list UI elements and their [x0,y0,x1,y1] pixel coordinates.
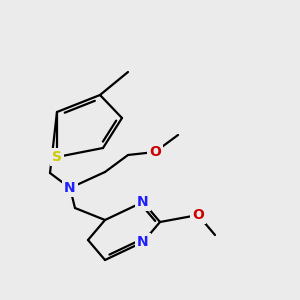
Text: N: N [64,181,76,195]
Text: N: N [137,235,149,249]
Text: O: O [149,145,161,159]
Text: N: N [137,195,149,209]
Text: O: O [192,208,204,222]
Text: S: S [52,150,62,164]
